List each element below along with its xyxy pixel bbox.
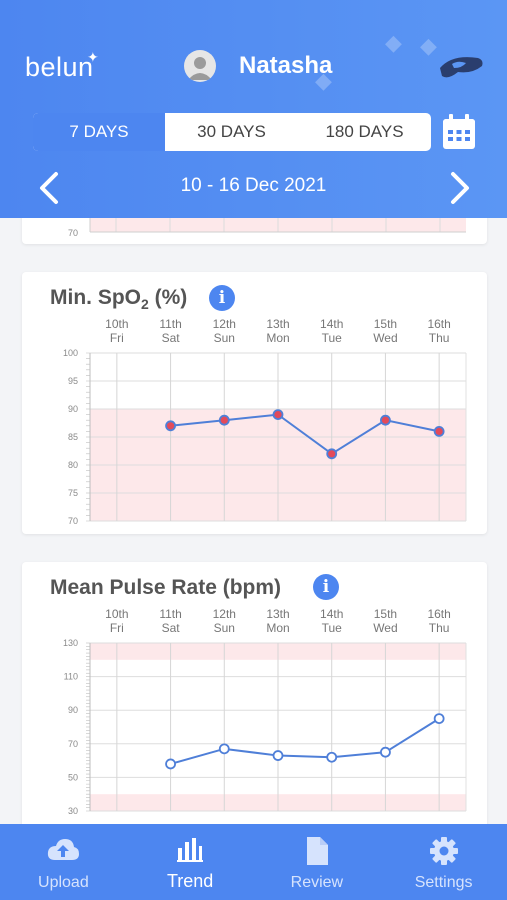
y-tick-label: 95 <box>68 376 78 386</box>
bottom-nav: Upload Trend Review <box>0 824 507 900</box>
data-point <box>433 713 445 725</box>
y-tick-label: 100 <box>63 348 78 358</box>
belun-logo: belun <box>25 52 94 82</box>
y-tick-label: 30 <box>68 806 78 816</box>
y-tick-label: 50 <box>68 772 78 782</box>
sparkle-decoration-icon: ◆ <box>315 68 332 93</box>
spo2-card: Min. SpO2 (%) i 100 95 90 85 80 75 70 10th Fri 11… <box>22 272 487 534</box>
x-tick-weekday: Mon <box>266 331 289 345</box>
document-icon <box>306 837 328 865</box>
date-range-label: 10 - 16 Dec 2021 <box>180 175 327 196</box>
user-name[interactable]: Natasha <box>239 52 333 79</box>
x-tick-weekday: Fri <box>110 331 124 345</box>
x-tick-day: 14th <box>320 607 343 621</box>
upload-cloud-icon <box>48 839 80 860</box>
x-tick-day: 12th <box>213 317 236 331</box>
y-tick-label: 75 <box>68 488 78 498</box>
y-tick-label: 80 <box>68 460 78 470</box>
x-tick-weekday: Sat <box>162 331 181 345</box>
nav-upload-label: Upload <box>38 874 89 891</box>
y-tick-label: 130 <box>63 638 78 648</box>
x-tick-day: 15th <box>374 607 397 621</box>
data-point <box>380 414 391 426</box>
x-tick-day: 14th <box>320 317 343 331</box>
nav-review[interactable]: Review <box>254 824 381 900</box>
data-point <box>218 743 230 755</box>
data-point <box>326 448 338 460</box>
data-point <box>326 751 338 763</box>
y-tick-label: 110 <box>64 672 78 682</box>
x-tick-weekday: Mon <box>266 621 289 635</box>
tab-180-days[interactable]: 180 DAYS <box>325 122 404 141</box>
nav-trend[interactable]: Trend <box>127 824 254 900</box>
data-point <box>380 746 391 758</box>
series-line <box>170 413 440 456</box>
chevron-left-icon[interactable] <box>36 170 62 206</box>
x-tick-day: 13th <box>266 317 289 331</box>
nav-upload[interactable]: Upload <box>0 824 127 900</box>
y-tick-label: 70 <box>68 516 78 526</box>
tab-30-days[interactable]: 30 DAYS <box>197 122 266 141</box>
data-point <box>272 409 284 421</box>
x-tick-weekday: Wed <box>373 331 397 345</box>
pulse-rate-title: Mean Pulse Rate (bpm) <box>50 576 282 599</box>
data-point <box>165 758 176 770</box>
x-tick-day: 11th <box>159 607 181 621</box>
x-tick-weekday: Tue <box>322 621 343 635</box>
x-tick-weekday: Thu <box>429 621 450 635</box>
pulse-rate-info-icon[interactable]: i <box>313 574 339 600</box>
x-tick-weekday: Thu <box>429 331 450 345</box>
data-point <box>272 750 284 761</box>
nav-settings-label: Settings <box>414 874 473 891</box>
spo2-title: Min. SpO2 (%) <box>50 286 188 313</box>
y-tick-label: 70 <box>68 739 78 749</box>
pulse-rate-card: Mean Pulse Rate (bpm) i 130 110 90 70 50 30 10… <box>22 562 487 842</box>
device-icon[interactable] <box>438 52 484 86</box>
x-tick-day: 16th <box>427 317 450 331</box>
nav-review-label: Review <box>290 874 344 891</box>
x-tick-day: 10th <box>105 607 128 621</box>
data-point <box>433 425 445 437</box>
y-tick-label: 90 <box>68 705 78 715</box>
x-tick-weekday: Wed <box>373 621 397 635</box>
x-tick-day: 16th <box>427 607 450 621</box>
y-tick-label: 90 <box>68 404 78 414</box>
app-header: belun ✦ Natasha ◆ ◆ ◆ 7 DAYS 30 DAYS 180… <box>0 0 507 218</box>
nav-trend-label: Trend <box>166 871 214 891</box>
y-tick-label: 85 <box>68 432 78 442</box>
nav-settings[interactable]: Settings <box>380 824 507 900</box>
x-tick-day: 15th <box>374 317 397 331</box>
data-point <box>218 414 230 426</box>
x-tick-weekday: Sun <box>214 621 235 635</box>
range-tabs: 7 DAYS 30 DAYS 180 DAYS <box>33 113 431 151</box>
x-tick-day: 11th <box>159 317 181 331</box>
sparkle-decoration-icon: ◆ <box>385 30 402 55</box>
bar-chart-icon <box>177 838 204 862</box>
x-tick-weekday: Tue <box>322 331 343 345</box>
logo-star-icon: ✦ <box>87 49 99 65</box>
previous-chart-tick: 70 <box>68 228 78 238</box>
spo2-info-icon[interactable]: i <box>209 285 235 311</box>
x-tick-weekday: Sat <box>162 621 181 635</box>
chevron-right-icon[interactable] <box>447 170 473 206</box>
tab-7-days[interactable]: 7 DAYS <box>33 113 165 151</box>
calendar-icon[interactable] <box>441 113 477 151</box>
x-tick-day: 13th <box>266 607 289 621</box>
x-tick-day: 10th <box>105 317 128 331</box>
x-tick-weekday: Fri <box>110 621 124 635</box>
x-tick-weekday: Sun <box>214 331 235 345</box>
avatar-icon[interactable] <box>184 50 216 82</box>
gear-icon <box>429 837 458 865</box>
series-line <box>170 717 440 765</box>
x-tick-day: 12th <box>213 607 236 621</box>
sparkle-decoration-icon: ◆ <box>420 33 437 58</box>
data-point <box>165 420 176 432</box>
